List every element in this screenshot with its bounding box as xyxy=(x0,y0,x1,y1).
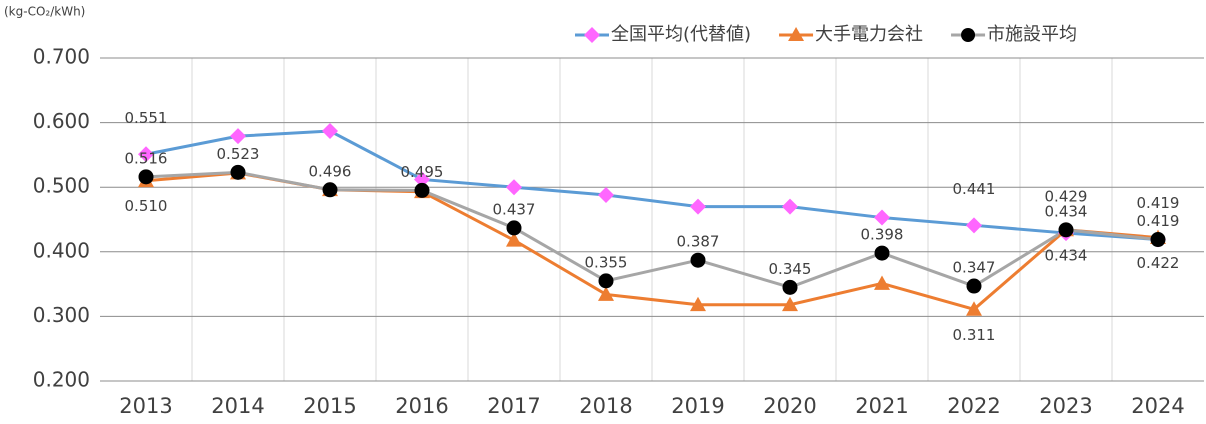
y-axis-label: (kg-CO₂/kWh) xyxy=(4,5,85,19)
marker xyxy=(414,182,430,198)
x-tick-label: 2015 xyxy=(303,394,356,418)
data-label: 0.496 xyxy=(309,162,352,180)
legend-marker xyxy=(788,27,805,41)
y-tick-label: 0.700 xyxy=(33,45,90,69)
data-label: 0.434 xyxy=(1045,246,1088,264)
marker xyxy=(598,273,614,289)
x-tick-label: 2014 xyxy=(211,394,264,418)
data-label: 0.419 xyxy=(1137,194,1180,212)
marker xyxy=(782,296,798,312)
marker xyxy=(690,252,706,268)
data-label: 0.441 xyxy=(953,180,996,198)
x-tick-label: 2021 xyxy=(855,394,908,418)
x-tick-label: 2013 xyxy=(119,394,172,418)
data-label: 0.429 xyxy=(1045,188,1088,206)
legend-marker xyxy=(584,27,600,43)
data-label: 0.516 xyxy=(125,149,168,167)
marker xyxy=(1150,232,1166,248)
data-label: 0.345 xyxy=(769,260,812,278)
marker xyxy=(874,245,890,261)
marker xyxy=(598,286,614,301)
x-tick-label: 2022 xyxy=(947,394,1000,418)
marker xyxy=(506,232,522,247)
data-label: 0.347 xyxy=(953,259,996,277)
marker xyxy=(874,209,890,226)
series-line xyxy=(145,129,1159,242)
marker xyxy=(230,164,246,180)
x-tick-label: 2017 xyxy=(487,394,540,418)
y-tick-label: 0.300 xyxy=(33,303,90,327)
data-label: 0.422 xyxy=(1137,254,1180,272)
x-tick-label: 2016 xyxy=(395,394,448,418)
marker xyxy=(690,296,706,312)
marker xyxy=(874,275,890,290)
marker xyxy=(138,169,154,185)
marker xyxy=(966,278,982,294)
x-tick-label: 2020 xyxy=(763,394,816,418)
marker xyxy=(966,217,982,234)
y-tick-label: 0.500 xyxy=(33,174,90,198)
marker xyxy=(506,179,522,196)
x-tick-label: 2018 xyxy=(579,394,632,418)
legend-label: 大手電力会社 xyxy=(815,24,923,45)
marker xyxy=(506,220,522,236)
marker xyxy=(230,128,246,145)
series-line xyxy=(145,170,1159,289)
y-tick-label: 0.600 xyxy=(33,109,90,133)
data-label: 0.510 xyxy=(125,197,168,215)
legend-label: 市施設平均 xyxy=(987,24,1077,45)
y-tick-label: 0.400 xyxy=(33,238,90,262)
data-label: 0.419 xyxy=(1137,212,1180,230)
marker xyxy=(782,279,798,295)
marker xyxy=(322,122,338,139)
marker xyxy=(598,186,614,203)
marker xyxy=(1058,222,1074,238)
y-tick-label: 0.200 xyxy=(33,368,90,392)
marker xyxy=(414,171,430,188)
data-label: 0.437 xyxy=(493,200,536,218)
x-tick-label: 2023 xyxy=(1039,394,1092,418)
marker xyxy=(322,182,338,198)
marker xyxy=(966,301,982,316)
data-label: 0.311 xyxy=(953,326,996,344)
data-label: 0.398 xyxy=(861,226,904,244)
marker xyxy=(782,198,798,215)
x-tick-label: 2019 xyxy=(671,394,724,418)
marker xyxy=(690,198,706,215)
data-label: 0.523 xyxy=(217,145,260,163)
data-label: 0.387 xyxy=(677,233,720,251)
data-label: 0.551 xyxy=(125,109,168,127)
data-label: 0.434 xyxy=(1045,202,1088,220)
legend-label: 全国平均(代替値) xyxy=(611,24,751,45)
data-label: 0.495 xyxy=(401,163,444,181)
data-label: 0.355 xyxy=(585,253,628,271)
legend-marker xyxy=(961,28,976,42)
marker xyxy=(138,146,154,163)
x-tick-label: 2024 xyxy=(1131,394,1184,418)
